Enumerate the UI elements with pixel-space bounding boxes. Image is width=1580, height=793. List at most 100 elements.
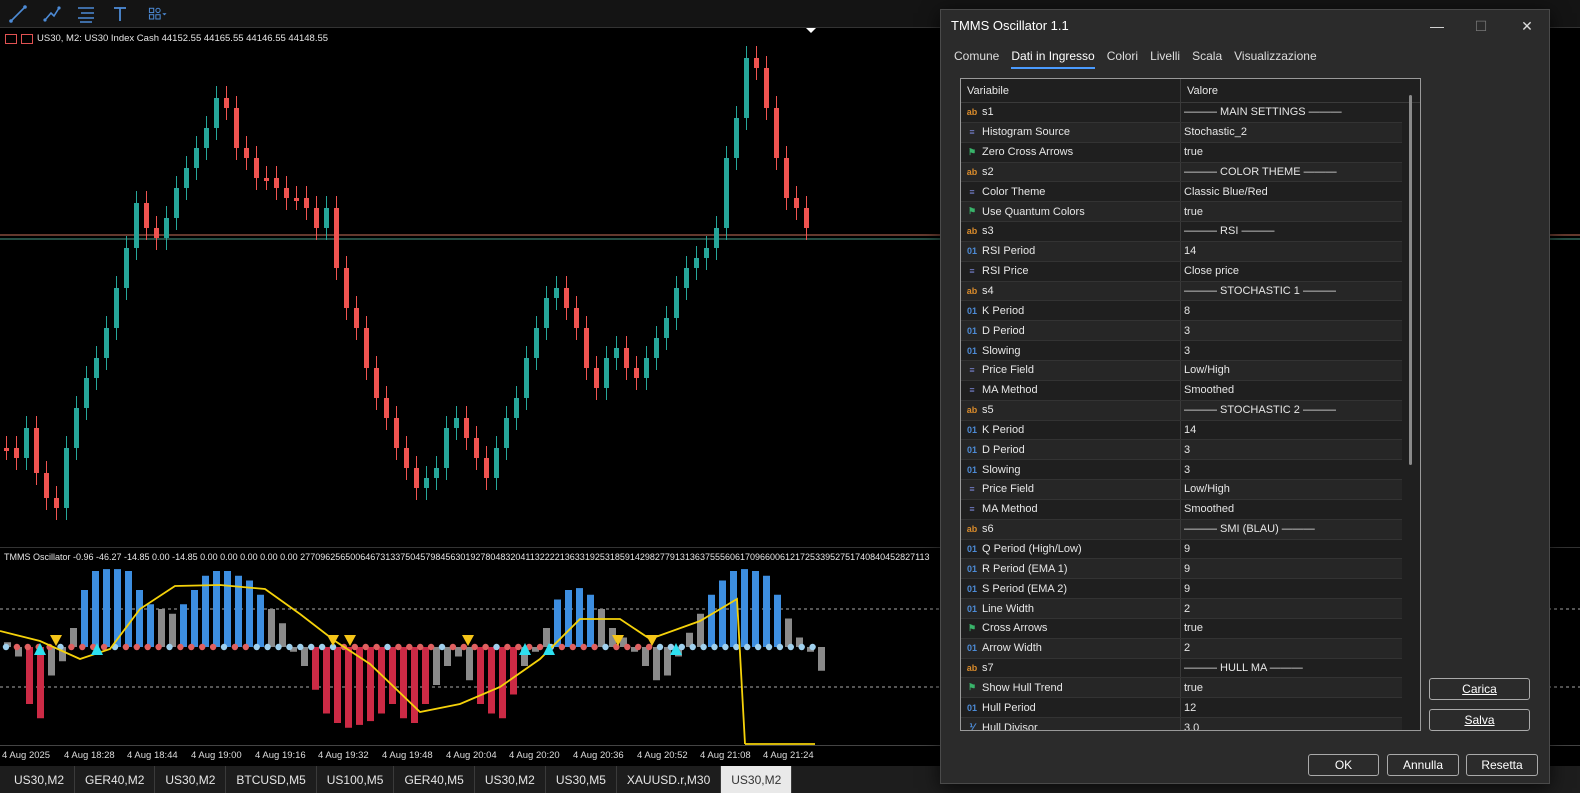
input-value-cell[interactable]: true [1184, 146, 1203, 159]
input-row[interactable]: ≡ Histogram Source Stochastic_2 [961, 122, 1402, 143]
input-value-cell[interactable]: 3 [1184, 463, 1191, 476]
dialog-tab[interactable]: Scala [1192, 49, 1223, 63]
input-row[interactable]: ab s4 ——— STOCHASTIC 1 ——— [961, 281, 1402, 302]
input-row[interactable]: 01 RSI Period 14 [961, 241, 1402, 262]
input-row[interactable]: ≡ Price Field Low/High [961, 360, 1402, 381]
oscillator-panel[interactable]: TMMS Oscillator -0.96 -46.27 -14.85 0.00… [0, 549, 1580, 746]
input-value-cell[interactable]: 12 [1184, 701, 1197, 714]
dialog-tab[interactable]: Visualizzazione [1234, 49, 1317, 63]
chart-tab[interactable]: GER40,M2 [75, 766, 156, 793]
input-row[interactable]: ⚑ Zero Cross Arrows true [961, 142, 1402, 163]
input-row[interactable]: ab s6 ——— SMI (BLAU) ——— [961, 519, 1402, 540]
chart-tab[interactable]: US30,M2 [721, 766, 793, 793]
input-row[interactable]: ⚑ Use Quantum Colors true [961, 202, 1402, 223]
chart-tab[interactable]: US100,M5 [317, 766, 395, 793]
input-value-cell[interactable]: 3 [1184, 344, 1191, 357]
input-value-cell[interactable]: ——— RSI ——— [1184, 225, 1275, 238]
input-value-cell[interactable]: ——— SMI (BLAU) ——— [1184, 523, 1315, 536]
input-value-cell[interactable]: Low/High [1184, 364, 1230, 377]
input-value-cell[interactable]: true [1184, 622, 1203, 635]
save-button[interactable]: Salva [1429, 709, 1530, 731]
input-value-cell[interactable]: Classic Blue/Red [1184, 185, 1268, 198]
input-value-cell[interactable]: 2 [1184, 602, 1191, 615]
input-value-cell[interactable]: ——— COLOR THEME ——— [1184, 165, 1337, 178]
input-value-cell[interactable]: 3 [1184, 443, 1191, 456]
input-row[interactable]: 01 R Period (EMA 1) 9 [961, 559, 1402, 580]
ok-button[interactable]: OK [1308, 754, 1379, 776]
input-value-cell[interactable]: ——— STOCHASTIC 2 ——— [1184, 404, 1336, 417]
chart-tab[interactable]: US30,M5 [546, 766, 617, 793]
input-row[interactable]: ab s3 ——— RSI ——— [961, 222, 1402, 242]
fibonacci-tool-icon[interactable] [74, 3, 98, 25]
input-row[interactable]: ≡ MA Method Smoothed [961, 499, 1402, 520]
input-row[interactable]: ⚑ Show Hull Trend true [961, 678, 1402, 699]
chart-tab[interactable]: US30,M2 [475, 766, 546, 793]
zero-dot [384, 643, 391, 651]
input-row[interactable]: ab s1 ——— MAIN SETTINGS ——— [961, 103, 1402, 123]
input-row[interactable]: 01 Line Width 2 [961, 599, 1402, 619]
input-value-cell[interactable]: 14 [1184, 423, 1197, 436]
one-click-trading-icon[interactable] [21, 33, 33, 44]
input-value-cell[interactable]: 9 [1184, 582, 1191, 595]
input-value-cell[interactable]: 14 [1184, 245, 1197, 258]
load-button[interactable]: Carica [1429, 678, 1530, 700]
input-value-cell[interactable]: Smoothed [1184, 384, 1235, 397]
cancel-button[interactable]: Annulla [1387, 754, 1459, 776]
close-icon[interactable]: ✕ [1521, 17, 1533, 34]
input-value-cell[interactable]: 9 [1184, 562, 1191, 575]
input-row[interactable]: 01 K Period 8 [961, 301, 1402, 322]
input-value-cell[interactable]: ——— STOCHASTIC 1 ——— [1184, 285, 1336, 298]
input-row[interactable]: ≡ Price Field Low/High [961, 480, 1402, 500]
chart-tab[interactable]: US30,M2 [4, 766, 76, 793]
input-row[interactable]: ab s2 ——— COLOR THEME ——— [961, 162, 1402, 183]
input-value-cell[interactable]: 8 [1184, 304, 1191, 317]
reset-button[interactable]: Resetta [1466, 754, 1538, 776]
text-tool-icon[interactable] [108, 3, 132, 25]
dialog-tab[interactable]: Comune [954, 49, 1000, 63]
chart-tab[interactable]: GER40,M5 [394, 766, 475, 793]
minimize-icon[interactable]: — [1430, 18, 1444, 34]
input-value-cell[interactable]: Stochastic_2 [1184, 126, 1247, 139]
input-row[interactable]: ≡ Color Theme Classic Blue/Red [961, 182, 1402, 203]
input-row[interactable]: ⚑ Cross Arrows true [961, 618, 1402, 639]
input-row[interactable]: 01 Hull Period 12 [961, 698, 1402, 719]
input-variable-cell: ⅟ Hull Divisor [961, 718, 1181, 730]
shapes-tool-icon[interactable] [142, 3, 174, 25]
input-row[interactable]: ≡ RSI Price Close price [961, 261, 1402, 282]
input-value-cell[interactable]: 3 [1184, 324, 1191, 337]
chart-tab[interactable]: XAUUSD.r,M30 [617, 766, 722, 793]
input-row[interactable]: ab s7 ——— HULL MA ——— [961, 658, 1402, 679]
chart-tab[interactable]: BTCUSD,M5 [226, 766, 317, 793]
input-value-cell[interactable]: 2 [1184, 642, 1191, 655]
dialog-tab[interactable]: Colori [1106, 49, 1139, 63]
input-row[interactable]: 01 Slowing 3 [961, 460, 1402, 481]
input-value-cell[interactable]: Close price [1184, 265, 1240, 278]
trendline-tool-icon[interactable] [40, 3, 64, 25]
input-row[interactable]: ≡ MA Method Smoothed [961, 380, 1402, 401]
line-tool-icon[interactable] [6, 3, 30, 25]
input-row[interactable]: 01 Q Period (High/Low) 9 [961, 539, 1402, 560]
input-row[interactable]: 01 S Period (EMA 2) 9 [961, 579, 1402, 600]
input-row[interactable]: 01 K Period 14 [961, 420, 1402, 441]
input-value-cell[interactable]: 3.0 [1184, 721, 1200, 731]
input-value-cell[interactable]: Smoothed [1184, 503, 1235, 516]
maximize-icon[interactable]: ☐ [1474, 17, 1488, 34]
input-row[interactable]: 01 Arrow Width 2 [961, 638, 1402, 659]
input-row[interactable]: ab s5 ——— STOCHASTIC 2 ——— [961, 400, 1402, 421]
input-value-cell[interactable]: true [1184, 681, 1203, 694]
price-chart[interactable]: US30, M2: US30 Index Cash 44152.55 44165… [0, 27, 1580, 548]
grid-scrollbar[interactable] [1409, 95, 1412, 465]
input-row[interactable]: 01 D Period 3 [961, 440, 1402, 461]
input-row[interactable]: 01 Slowing 3 [961, 341, 1402, 361]
chart-list-icon[interactable] [5, 33, 17, 44]
dialog-tab[interactable]: Dati in Ingresso [1011, 49, 1095, 69]
input-value-cell[interactable]: true [1184, 205, 1203, 218]
chart-tab[interactable]: US30,M2 [155, 766, 227, 793]
input-value-cell[interactable]: ——— HULL MA ——— [1184, 662, 1303, 675]
input-value-cell[interactable]: ——— MAIN SETTINGS ——— [1184, 106, 1342, 119]
input-value-cell[interactable]: 9 [1184, 542, 1191, 555]
input-value-cell[interactable]: Low/High [1184, 483, 1230, 496]
dialog-tab[interactable]: Livelli [1150, 49, 1181, 63]
input-row[interactable]: 01 D Period 3 [961, 321, 1402, 342]
input-row[interactable]: ⅟ Hull Divisor 3.0 [961, 718, 1402, 731]
